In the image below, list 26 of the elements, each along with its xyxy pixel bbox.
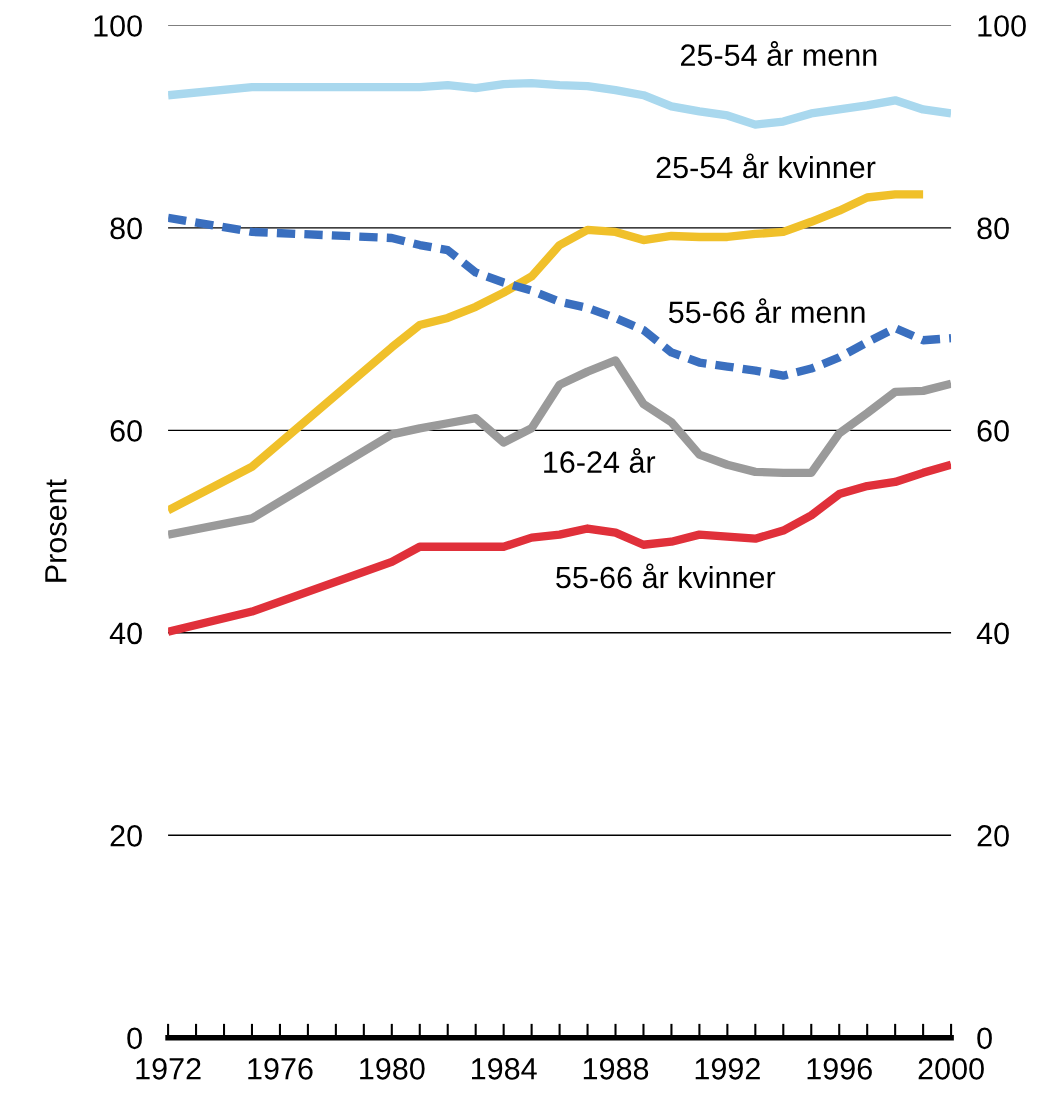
y-axis-title: Prosent <box>45 479 67 582</box>
y2-tick-label: 100 <box>978 15 1026 37</box>
x-tick-label: 1980 <box>360 1058 425 1080</box>
y-tick-label: 100 <box>94 15 142 37</box>
y-tick-label: 60 <box>110 420 142 442</box>
series-label: 55-66 år menn <box>668 298 865 324</box>
x-tick-label: 1984 <box>472 1058 537 1080</box>
y-tick-label: 80 <box>110 217 142 240</box>
x-tick-label: 1996 <box>807 1058 872 1080</box>
series-label: 25-54 år kvinner <box>656 153 876 179</box>
y2-tick-label: 0 <box>977 1027 992 1050</box>
series-label: 55-66 år kvinner <box>556 563 776 589</box>
y-tick-label: 40 <box>109 622 142 645</box>
series-label: 25-54 år menn <box>681 41 877 66</box>
y2-tick-label: 40 <box>976 622 1009 645</box>
x-tick-label: 1976 <box>248 1058 313 1080</box>
x-tick-label: 2000 <box>918 1058 984 1080</box>
y-tick-label: 20 <box>110 825 142 847</box>
x-tick-label: 1988 <box>583 1058 649 1080</box>
x-tick-label: 1992 <box>695 1058 760 1080</box>
y2-tick-label: 60 <box>977 420 1009 442</box>
y2-tick-label: 20 <box>977 825 1009 847</box>
y2-tick-label: 80 <box>977 217 1009 240</box>
x-tick-label: 1972 <box>136 1058 201 1080</box>
series-label: 16-24 år <box>544 448 656 473</box>
y-tick-label: 0 <box>127 1027 142 1050</box>
